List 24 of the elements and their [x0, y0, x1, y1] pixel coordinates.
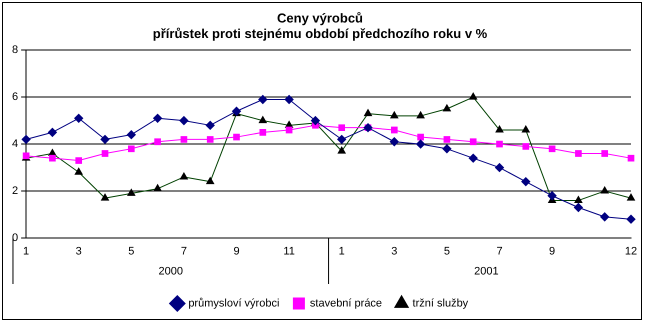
y-tick-label: 8 [12, 44, 18, 56]
x-tick-label: 1 [338, 246, 345, 258]
legend-label: průmysloví výrobci [188, 298, 280, 310]
legend-label: stavební práce [310, 298, 382, 310]
y-tick-label: 2 [12, 185, 18, 198]
x-tick-label: 5 [128, 246, 134, 258]
x-tick-label: 9 [549, 246, 556, 258]
legend-label: tržní služby [412, 298, 469, 310]
y-tick-label: 0 [12, 232, 18, 244]
x-tick-label: 9 [233, 246, 240, 258]
text: 2000 [158, 266, 184, 278]
text: 2001 [474, 266, 499, 278]
y-tick-label: 4 [12, 138, 18, 150]
y-tick-label: 6 [12, 91, 18, 104]
x-tick-label: 5 [444, 246, 450, 258]
x-tick-label: 1 [23, 246, 30, 258]
x-tick-label: 7 [496, 246, 503, 258]
x-tick-label: 3 [391, 246, 398, 258]
x-tick-label: 12 [624, 246, 638, 258]
chart-title: Ceny výrobců [277, 10, 364, 26]
x-tick-label: 7 [180, 246, 187, 258]
chart-subtitle: přírůstek proti stejnému období předchozího roku v % [152, 26, 488, 41]
x-tick-label: 11 [283, 246, 295, 258]
x-tick-label: 3 [76, 246, 82, 258]
